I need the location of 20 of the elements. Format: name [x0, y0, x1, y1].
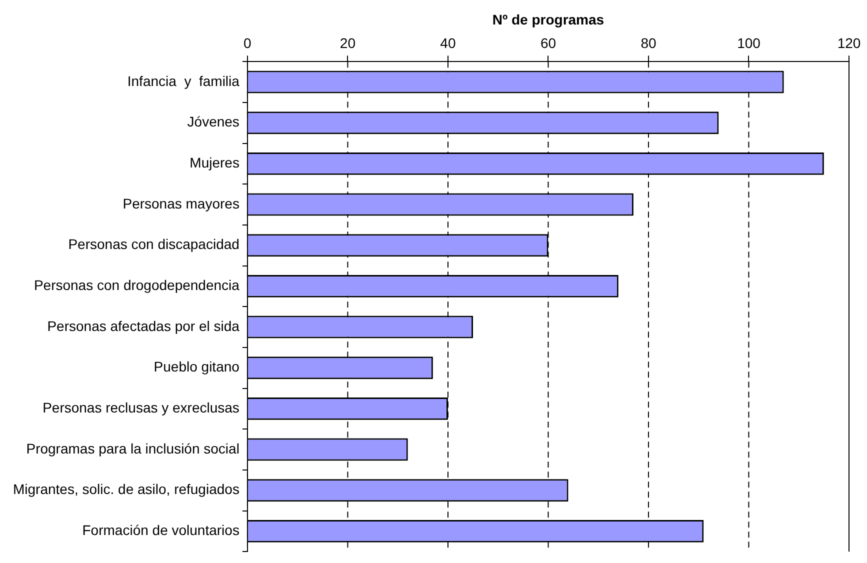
y-tick-label: Migrantes, solic. de asilo, refugiados: [12, 481, 240, 498]
y-tick-label: Pueblo gitano: [154, 358, 240, 375]
y-tick-label: Mujeres: [190, 154, 240, 171]
x-tick-label: 120: [837, 35, 861, 52]
y-tick-label: Infancia y familia: [127, 72, 240, 89]
y-tick-label: Personas con discapacidad: [68, 236, 240, 252]
x-tick-label: 80: [640, 35, 656, 52]
y-tick-label: Personas reclusas y exreclusas: [42, 400, 240, 416]
y-tick-label: Formación de voluntarios: [82, 522, 240, 538]
y-tick-label: Programas para la inclusión social: [26, 440, 240, 456]
x-tick-label: 100: [737, 35, 761, 52]
x-tick-label: 20: [340, 35, 356, 52]
x-tick-label: 40: [440, 35, 456, 52]
x-axis-title: Nº de programas: [492, 11, 604, 28]
y-tick-label: Personas con drogodependencia: [34, 277, 240, 294]
y-tick-label: Jóvenes: [187, 114, 240, 130]
y-tick-label: Personas mayores: [122, 195, 240, 212]
y-tick-label: Personas afectadas por el sida: [47, 318, 240, 334]
x-tick-label: 0: [244, 35, 252, 52]
x-tick-label: 60: [540, 35, 556, 52]
